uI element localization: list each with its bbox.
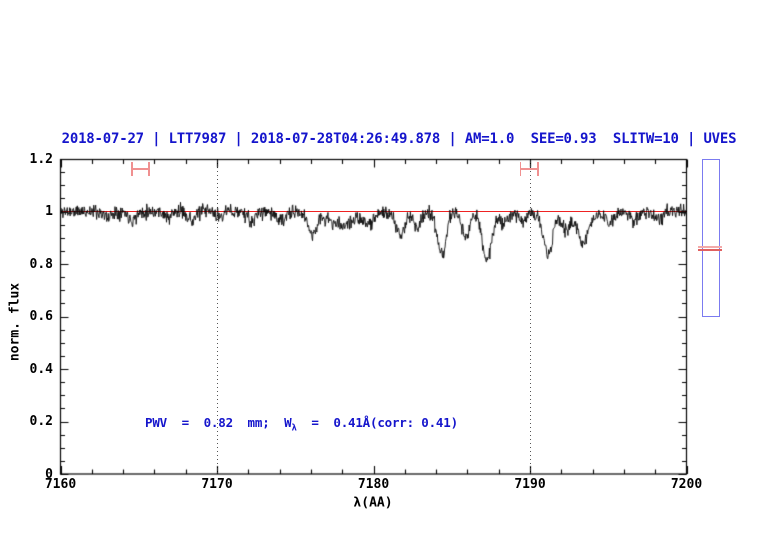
band-marker [130, 162, 150, 176]
plot-title: 2018-07-27 | LTT7987 | 2018-07-28T04:26:… [61, 131, 737, 147]
pwv-annotation-suffix: = 0.41Å(corr: 0.41) [296, 415, 458, 430]
y-tick-label: 0.8 [29, 256, 53, 272]
band-marker-bar [519, 168, 539, 170]
pwv-annotation-lambda-subscript: λ [291, 423, 297, 434]
x-tick-label: 7170 [201, 477, 233, 492]
y-tick-label: 0.4 [29, 361, 53, 377]
pwv-annotation-prefix: PWV = 0.82 mm; W [145, 415, 292, 430]
y-tick-label: 1 [45, 204, 53, 219]
x-tick-label: 7160 [44, 477, 77, 492]
band-marker-bar [130, 168, 150, 170]
x-axis-label: λ(AA) [353, 495, 393, 511]
x-tick-label: 7180 [357, 477, 390, 492]
y-tick-label: 0.2 [29, 414, 53, 429]
pwv-annotation: PWV = 0.82 mm; Wλ = 0.41Å(corr: 0.41) [145, 415, 458, 434]
x-tick-label: 7200 [670, 477, 703, 492]
y-tick-label: 0 [45, 466, 53, 482]
side-indicator-box [697, 159, 722, 317]
band-marker [519, 162, 539, 176]
side-indicator-line [697, 248, 722, 251]
x-tick-label: 7190 [514, 477, 546, 492]
side-indicator-line [697, 245, 722, 248]
y-tick-label: 0.6 [29, 309, 53, 324]
y-tick-label: 1.2 [29, 151, 53, 167]
